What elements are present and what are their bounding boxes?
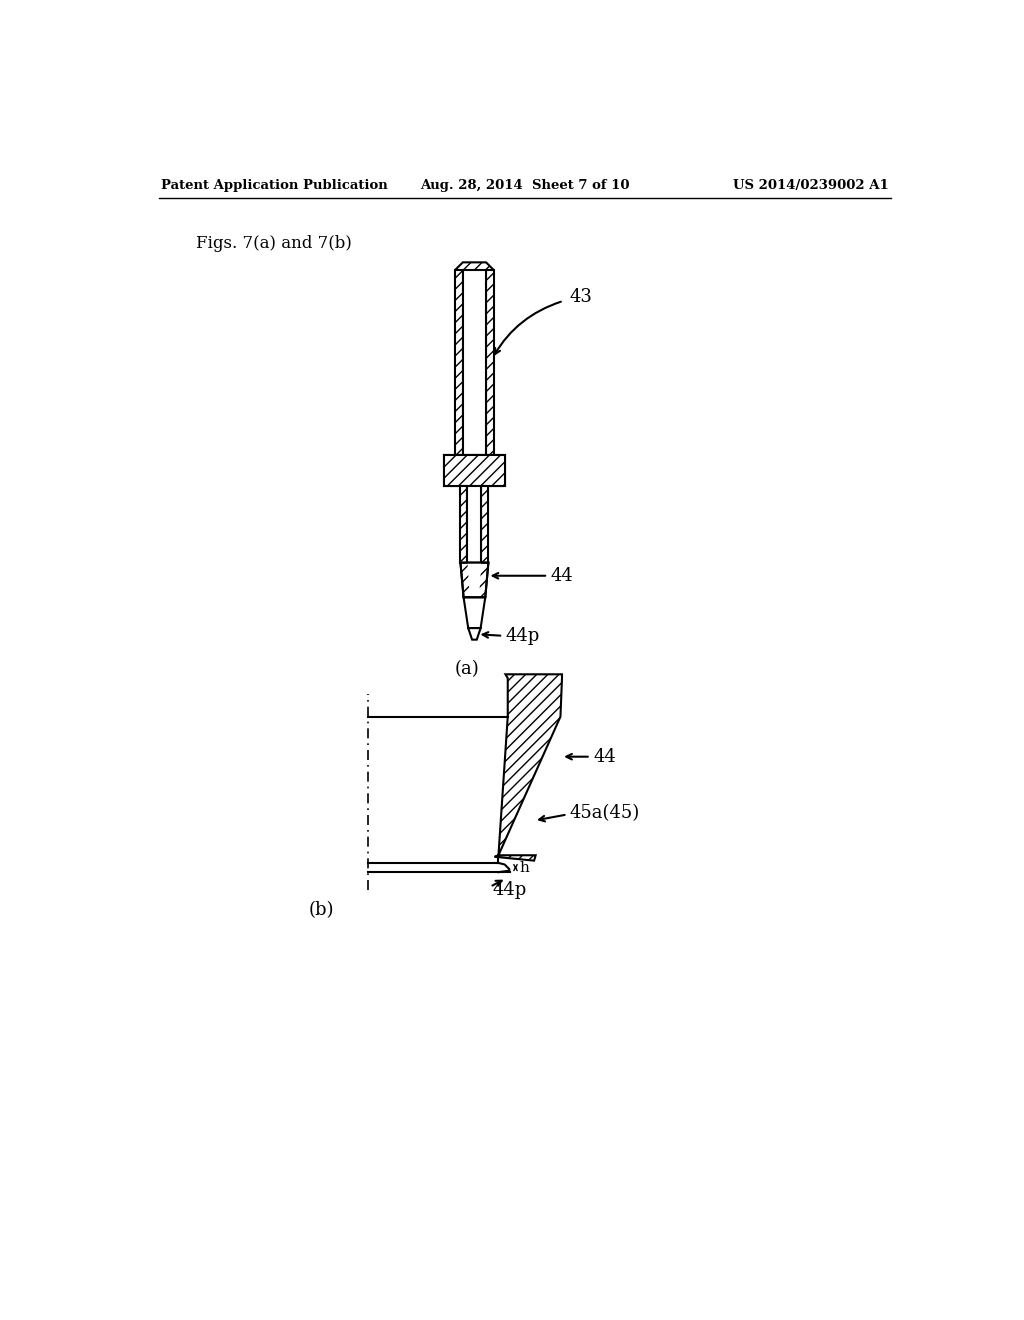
Polygon shape [467,562,481,598]
Text: 44: 44 [550,566,573,585]
Bar [461,486,467,562]
Text: Patent Application Publication: Patent Application Publication [161,180,387,193]
Text: 43: 43 [569,288,593,306]
Text: 44p: 44p [506,627,540,644]
Text: 44p: 44p [493,880,526,899]
Polygon shape [468,628,480,640]
Text: (b): (b) [309,902,335,920]
Bar [444,455,474,486]
Polygon shape [455,263,494,271]
Bar [474,455,505,486]
Bar [467,486,481,562]
Polygon shape [495,855,536,861]
Polygon shape [464,598,485,628]
Text: 45a(45): 45a(45) [569,804,640,822]
Polygon shape [461,562,488,598]
Text: Figs. 7(a) and 7(b): Figs. 7(a) and 7(b) [197,235,352,252]
Text: Aug. 28, 2014  Sheet 7 of 10: Aug. 28, 2014 Sheet 7 of 10 [420,180,630,193]
Text: (a): (a) [455,660,479,678]
Text: US 2014/0239002 A1: US 2014/0239002 A1 [733,180,889,193]
Text: 44: 44 [593,747,615,766]
Bar [455,271,463,455]
Bar [486,271,494,455]
Text: h: h [519,861,529,875]
Polygon shape [499,675,562,855]
Bar [481,486,488,562]
Bar [444,455,505,486]
Bar [463,271,486,455]
